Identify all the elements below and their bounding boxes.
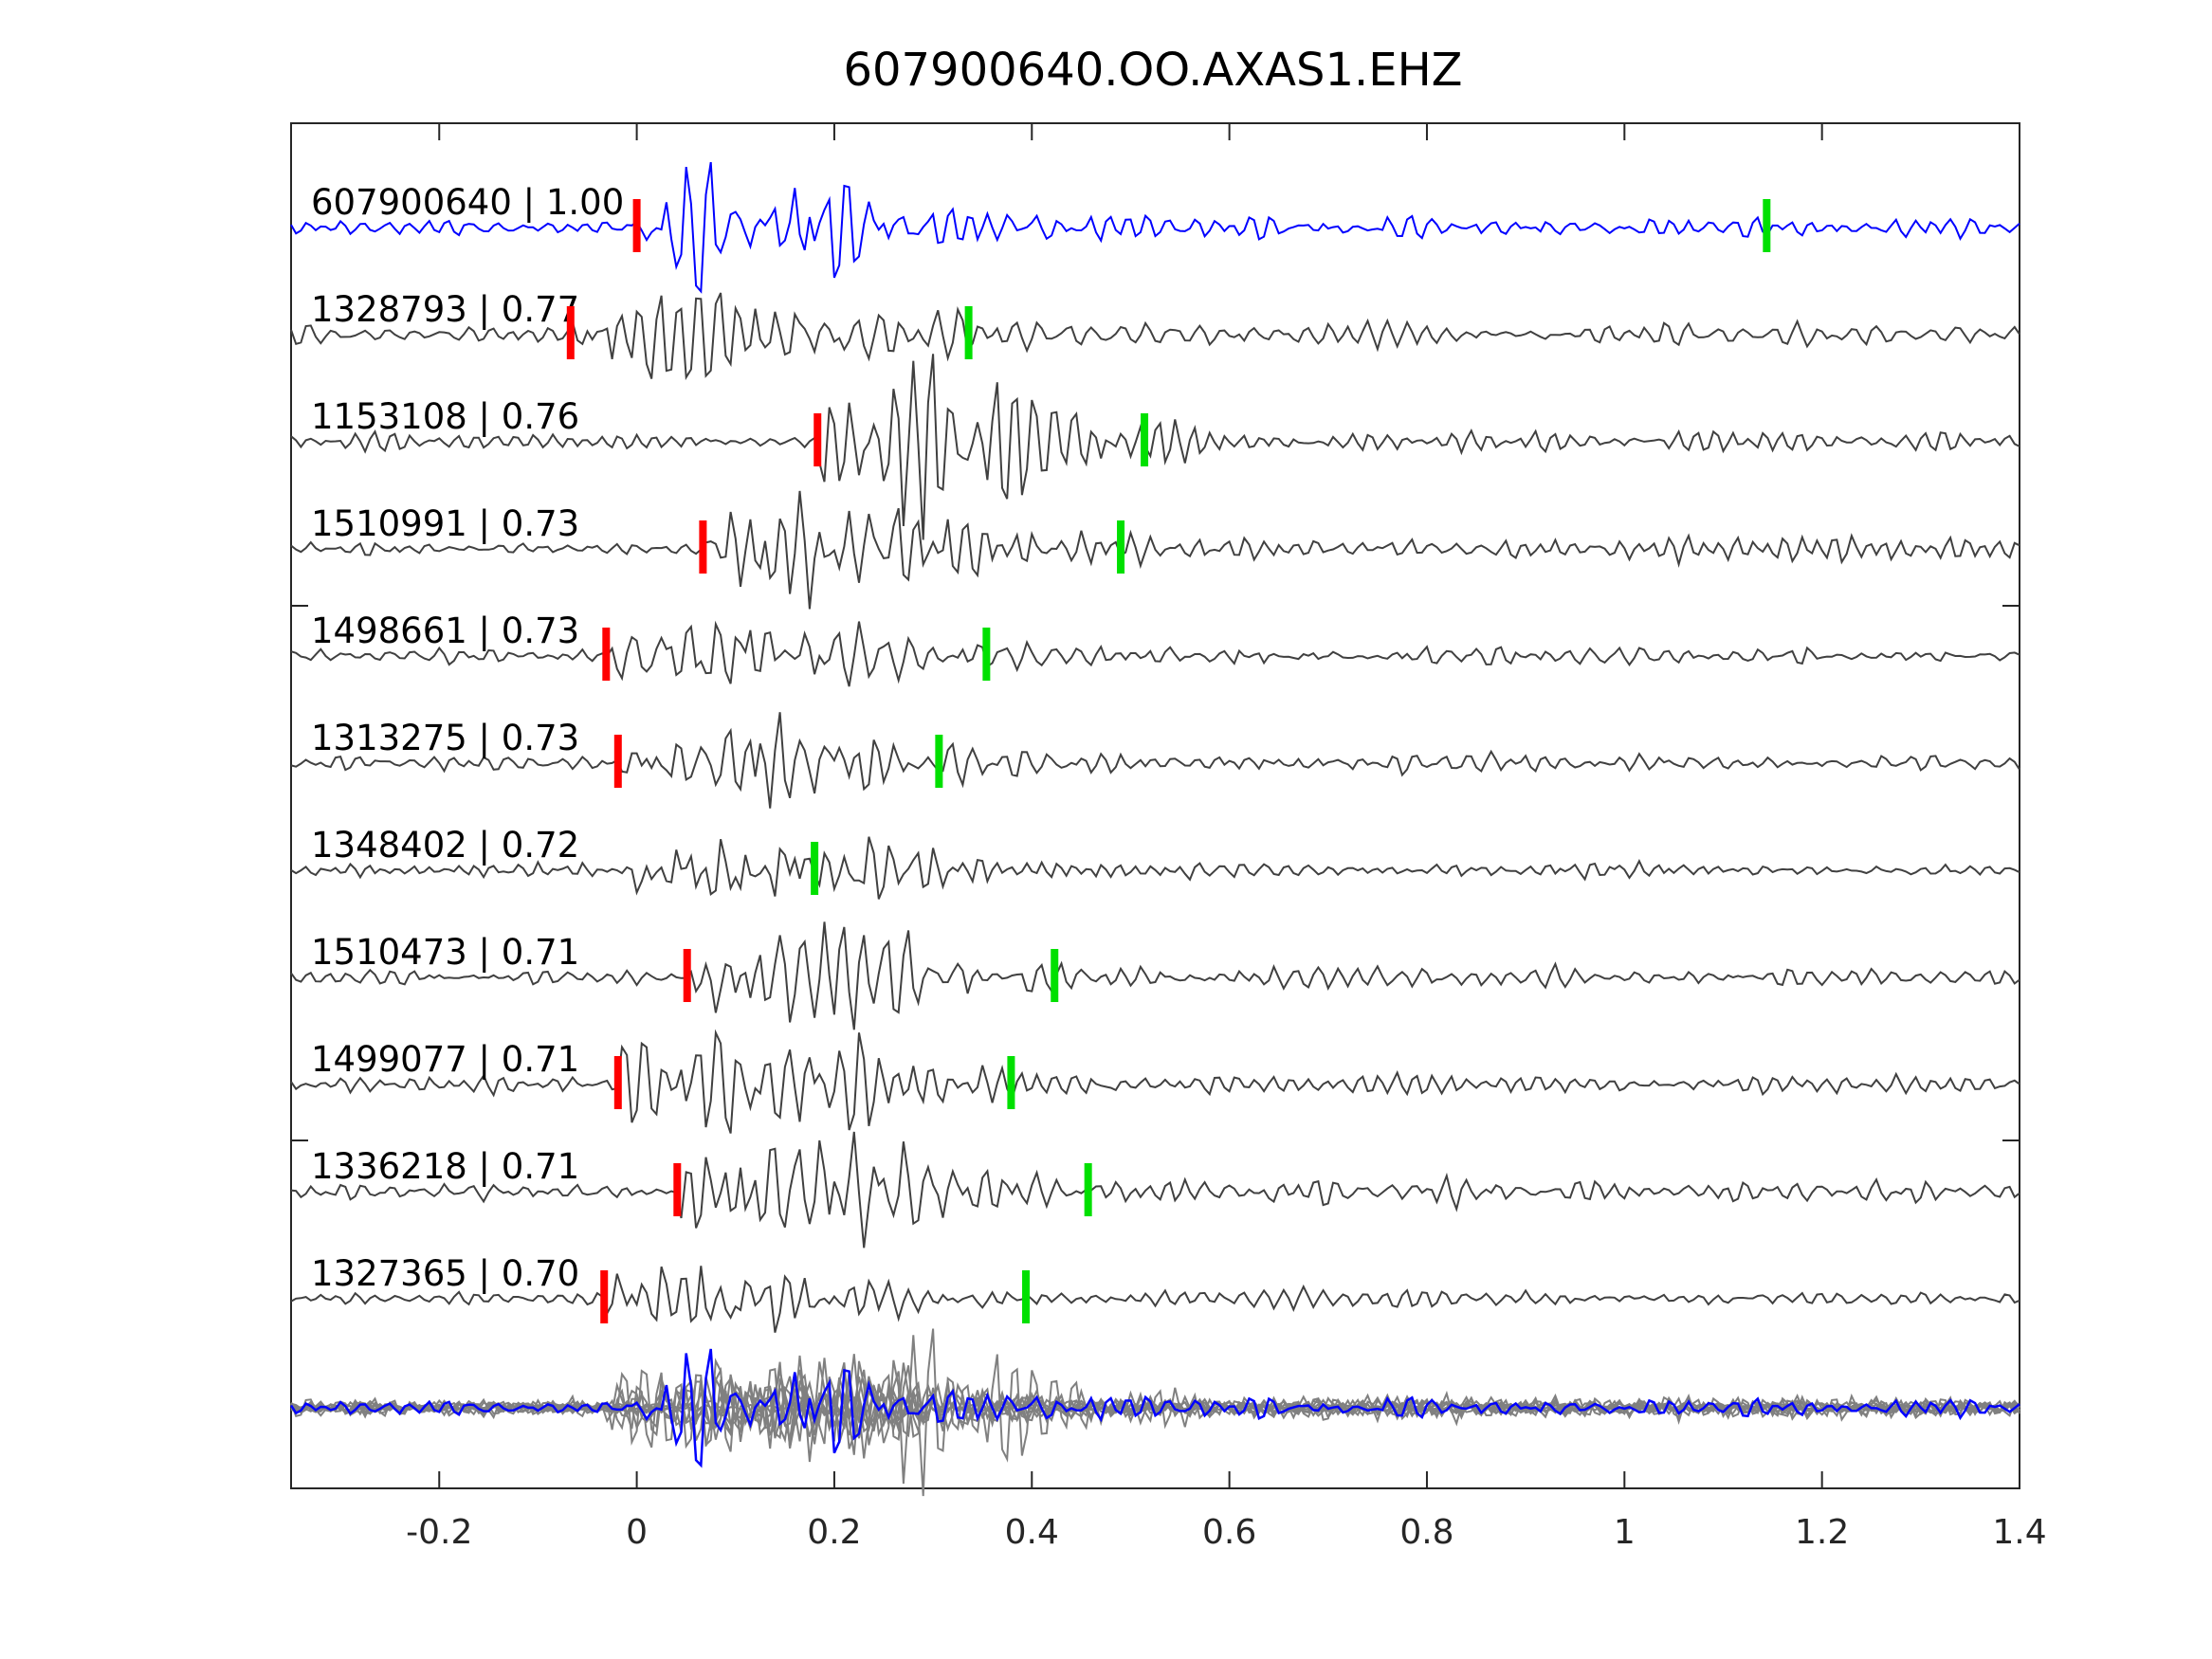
trace-label: 1348402 | 0.72 [311, 825, 579, 866]
s-pick-marker [982, 628, 991, 681]
s-pick-marker [1117, 520, 1125, 574]
trace-label: 1336218 | 0.71 [311, 1146, 579, 1187]
x-tick-label: 1.4 [1992, 1513, 2046, 1552]
waveform-trace [290, 490, 2020, 610]
waveform-trace [290, 921, 2020, 1030]
s-pick-marker [964, 306, 973, 359]
s-pick-marker [935, 735, 943, 788]
p-pick-marker [602, 628, 611, 681]
waveform-trace [290, 1029, 2020, 1134]
x-tick-label: 0.4 [1005, 1513, 1059, 1552]
trace-label: 1510473 | 0.71 [311, 932, 579, 973]
p-pick-marker [632, 199, 641, 252]
waveform-trace [290, 712, 2020, 809]
stacked-reference-trace [289, 1348, 2020, 1468]
p-pick-marker [683, 949, 691, 1002]
p-pick-marker [613, 735, 622, 788]
trace-label: 1327365 | 0.70 [311, 1253, 579, 1294]
p-pick-marker [566, 306, 575, 359]
x-tick-label: 0.6 [1202, 1513, 1256, 1552]
s-pick-marker [1141, 413, 1149, 466]
s-pick-marker [1763, 199, 1771, 252]
x-tick-label: -0.2 [406, 1513, 472, 1552]
trace-label: 1498661 | 0.73 [311, 611, 579, 651]
p-pick-marker [673, 1163, 682, 1216]
trace-label: 1499077 | 0.71 [311, 1039, 579, 1080]
p-pick-marker [600, 1270, 609, 1323]
waveform-trace [290, 620, 2020, 687]
trace-label: 1153108 | 0.76 [311, 396, 579, 437]
waveform-trace [290, 836, 2020, 900]
s-pick-marker [1022, 1270, 1031, 1323]
plot-area [290, 122, 2020, 1489]
trace-label: 1328793 | 0.77 [311, 289, 579, 330]
chart-title: 607900640.OO.AXAS1.EHZ [843, 44, 1462, 97]
waveform-trace [290, 292, 2020, 381]
x-tick-label: 1 [1614, 1513, 1636, 1552]
waveform-trace [290, 1131, 2020, 1249]
p-pick-marker [613, 1056, 622, 1109]
waveform-trace [290, 354, 2020, 540]
s-pick-marker [1007, 1056, 1015, 1109]
x-tick-label: 0.2 [807, 1513, 861, 1552]
p-pick-marker [814, 413, 822, 466]
trace-label: 1510991 | 0.73 [311, 503, 579, 544]
trace-label: 1313275 | 0.73 [311, 718, 579, 758]
x-tick-label: 0 [626, 1513, 648, 1552]
x-tick-label: 1.2 [1795, 1513, 1849, 1552]
x-tick-label: 0.8 [1399, 1513, 1453, 1552]
s-pick-marker [1084, 1163, 1092, 1216]
s-pick-marker [1051, 949, 1059, 1002]
s-pick-marker [811, 842, 819, 895]
waveform-trace [290, 1266, 2020, 1333]
p-pick-marker [699, 520, 707, 574]
waveform-trace [290, 161, 2020, 294]
trace-label: 607900640 | 1.00 [311, 182, 624, 223]
